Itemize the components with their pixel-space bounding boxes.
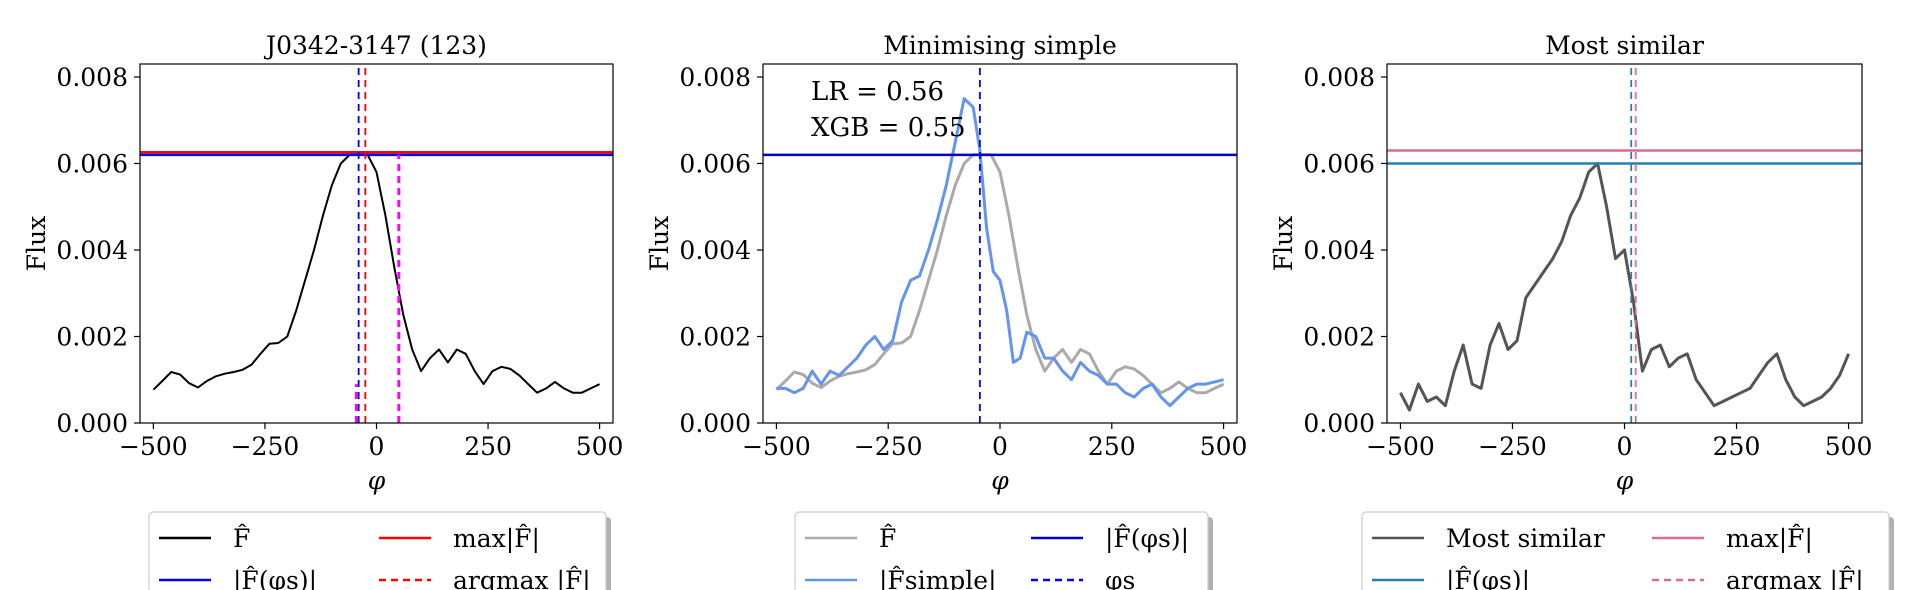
x-tick-label: 500 <box>1825 432 1873 461</box>
series-line-2 <box>776 97 1224 408</box>
y-tick-label: 0.000 <box>56 409 128 438</box>
series-line-1 <box>775 153 1225 395</box>
y-tick-label: 0.008 <box>56 63 128 92</box>
plot-area <box>140 64 613 423</box>
series-line-1 <box>152 153 601 394</box>
legend-box <box>1361 511 1890 590</box>
x-tick-label: −250 <box>854 432 923 461</box>
legend-label: max|F̂| <box>1726 524 1813 554</box>
y-tick-label: 0.000 <box>679 409 751 438</box>
legend-label: φs <box>1105 566 1135 590</box>
legend: F̂ |F̂(φs)| |F̂simple| φs <box>794 511 1213 590</box>
y-tick-label: 0.004 <box>679 236 751 265</box>
y-tick-label: 0.008 <box>679 63 751 92</box>
x-tick-label: 250 <box>1088 432 1136 461</box>
x-axis-label: φ <box>368 466 386 495</box>
chart-title: Minimising simple <box>883 31 1117 60</box>
y-axis-label: Flux <box>22 216 51 272</box>
y-axis-label: Flux <box>645 216 674 272</box>
y-tick-label: 0.004 <box>56 236 128 265</box>
chart-title: Most similar <box>1545 31 1704 60</box>
legend-label: max|F̂| <box>453 524 540 554</box>
chart-panel-1: J0342-3147 (123) −500 −250 0 250 500 0.000 0.00… <box>22 31 623 590</box>
legend-label: F̂ <box>879 524 896 553</box>
chart-panel-3: Most similar −500 −250 0 250 500 0.000 0.002 0.0… <box>1269 31 1894 590</box>
y-axis-label: Flux <box>1269 216 1298 272</box>
x-tick-label: 250 <box>464 432 512 461</box>
chart-title: J0342-3147 (123) <box>263 31 487 60</box>
legend: F̂ max|F̂| |F̂(φs)| argmax |F̂| <box>148 511 611 590</box>
plot-area <box>1387 64 1862 423</box>
x-tick-label: −500 <box>119 432 188 461</box>
series-line-1 <box>1399 162 1850 412</box>
y-tick-label: 0.008 <box>1303 63 1375 92</box>
x-tick-label: 0 <box>992 432 1008 461</box>
x-tick-label: 250 <box>1713 432 1761 461</box>
annotation-text: XGB = 0.55 <box>811 113 966 143</box>
axes-frame <box>139 63 614 424</box>
legend-label: |F̂(φs)| <box>1446 566 1530 590</box>
x-tick-label: 0 <box>1617 432 1633 461</box>
x-tick-label: −500 <box>1366 432 1435 461</box>
x-tick-label: 500 <box>576 432 624 461</box>
annotation-text: LR = 0.56 <box>811 77 944 107</box>
y-tick-label: 0.006 <box>56 149 128 178</box>
y-tick-label: 0.002 <box>56 322 128 351</box>
plot-area <box>763 64 1237 423</box>
legend-label: argmax |F̂| <box>453 566 591 590</box>
x-tick-label: 0 <box>369 432 385 461</box>
x-tick-label: −250 <box>1478 432 1547 461</box>
legend-label: |F̂(φs)| <box>233 566 317 590</box>
x-axis-label: φ <box>991 466 1009 495</box>
legend-box <box>148 511 607 590</box>
x-tick-label: 500 <box>1200 432 1248 461</box>
axes-frame <box>1386 63 1863 424</box>
y-tick-label: 0.006 <box>679 149 751 178</box>
legend-label: |F̂(φs)| <box>1105 524 1189 554</box>
y-tick-label: 0.000 <box>1303 409 1375 438</box>
chart-panel-2: Minimising simple −500 −250 0 250 500 0.000 0.0… <box>645 31 1247 590</box>
legend-label: F̂ <box>233 524 250 553</box>
y-tick-label: 0.006 <box>1303 149 1375 178</box>
x-tick-label: −250 <box>231 432 300 461</box>
y-tick-label: 0.002 <box>1303 322 1375 351</box>
legend-label: Most similar <box>1446 524 1605 553</box>
x-tick-label: −500 <box>742 432 811 461</box>
y-tick-label: 0.002 <box>679 322 751 351</box>
legend-label: |F̂simple| <box>879 566 997 590</box>
x-axis-label: φ <box>1616 466 1634 495</box>
y-tick-label: 0.004 <box>1303 236 1375 265</box>
legend: Most similar max|F̂| |F̂(φs)| argmax |F̂| <box>1361 511 1894 590</box>
legend-box <box>794 511 1209 590</box>
legend-label: argmax |F̂| <box>1726 566 1864 590</box>
